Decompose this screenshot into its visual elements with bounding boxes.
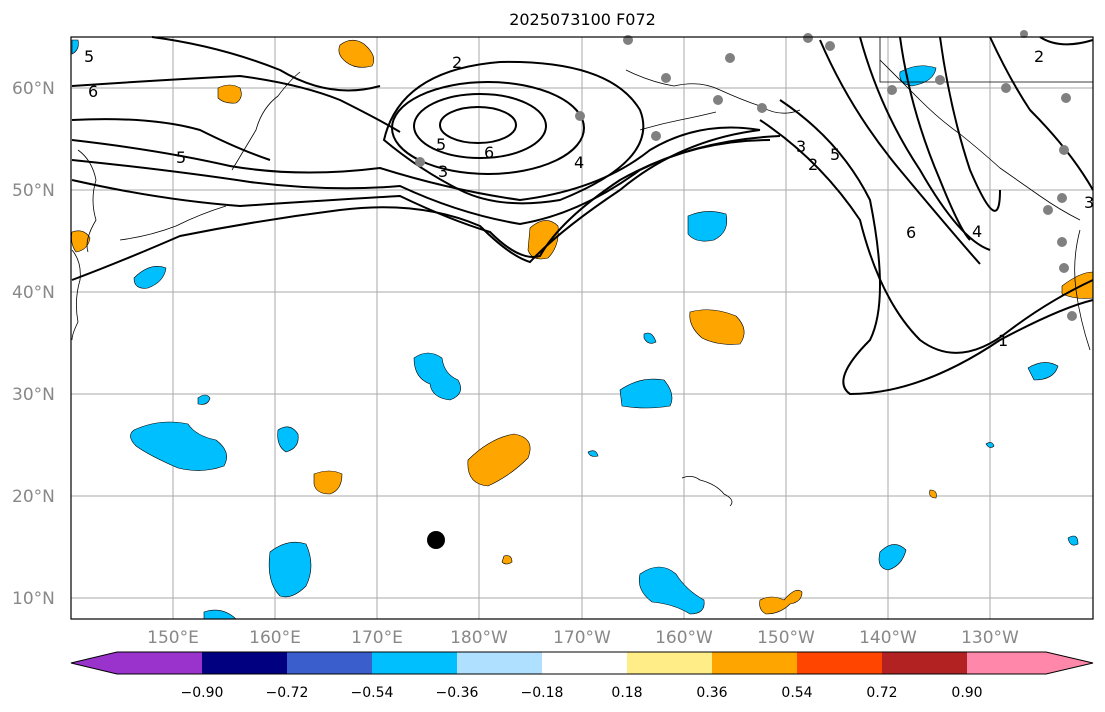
contour-label: 3 [438,162,448,181]
colorbar-segment [882,652,967,674]
contour-label: 4 [574,153,584,172]
coastlines [71,37,1093,507]
contour-label: 4 [972,222,982,241]
lat-label: 20°N [12,487,55,507]
colorbar-extend-high [1046,652,1093,674]
contour-label: 6 [484,143,494,162]
colorbar-segment [627,652,712,674]
contour-label: 1 [998,331,1008,350]
contour-label: 3 [1084,193,1094,212]
colorbar-segment [117,652,202,674]
colorbar-segment [712,652,797,674]
colorbar-segment [542,652,627,674]
colorbar-tick-label: 0.36 [696,685,727,701]
lat-label: 30°N [12,385,55,405]
lon-label: 160°E [249,628,301,648]
lat-label: 60°N [12,79,55,99]
contour-label: 3 [796,137,806,156]
colorbar-tick-label: 0.54 [781,685,812,701]
contour-label: 6 [88,82,98,101]
colorbar-segment [457,652,542,674]
height-contours [71,36,1094,396]
colorbar-tick-label: −0.36 [436,685,479,701]
contour-label: 5 [176,148,186,167]
colorbar-tick-label: −0.90 [181,685,224,701]
latitude-labels: 60°N 50°N 40°N 30°N 20°N 10°N [12,79,55,609]
lon-label: 140°W [859,628,917,648]
colorbar-tick-label: 0.72 [866,685,897,701]
contour-label: 2 [1034,47,1044,66]
colorbar-tick-label: −0.72 [266,685,309,701]
colorbar-segment [797,652,882,674]
colorbar-tick-label: 0.18 [611,685,642,701]
lon-label: 160°W [655,628,713,648]
lon-label: 150°E [147,628,199,648]
station-markers [415,30,1077,321]
colorbar-segment [287,652,372,674]
contour-labels: 5 6 5 2 5 6 3 4 3 2 5 6 4 1 2 3 [84,47,1094,350]
colorbar-tick-label: −0.54 [351,685,394,701]
lon-label: 150°W [757,628,815,648]
longitude-labels: 150°E 160°E 170°E 180°W 170°W 160°W 150°… [147,628,1019,648]
contour-label: 2 [452,53,462,72]
contour-label: 6 [906,223,916,242]
colorbar-segment [967,652,1046,674]
lon-label: 130°W [961,628,1019,648]
lon-label: 180°W [450,628,508,648]
lon-label: 170°W [553,628,611,648]
colorbar [70,651,1094,675]
map-frame [70,36,1094,620]
lat-label: 50°N [12,181,55,201]
contour-label: 5 [830,145,840,164]
negative-anomaly-areas [71,39,1079,620]
contour-label: 5 [436,135,446,154]
colorbar-segment [202,652,287,674]
storm-center-marker [427,531,445,549]
lon-label: 170°E [351,628,403,648]
colorbar-segment [372,652,457,674]
colorbar-ticks: −0.90 −0.72 −0.54 −0.36 −0.18 0.18 0.36 … [181,685,983,701]
contour-label: 5 [84,47,94,66]
graticule [71,37,1093,619]
lat-label: 40°N [12,283,55,303]
contour-label: 2 [808,155,818,174]
colorbar-extend-low [71,652,117,674]
colorbar-tick-label: −0.18 [521,685,564,701]
map-title: 2025073100 F072 [509,10,656,29]
colorbar-tick-label: 0.90 [951,685,982,701]
colorbar-outline [70,651,1094,675]
lat-label: 10°N [12,589,55,609]
